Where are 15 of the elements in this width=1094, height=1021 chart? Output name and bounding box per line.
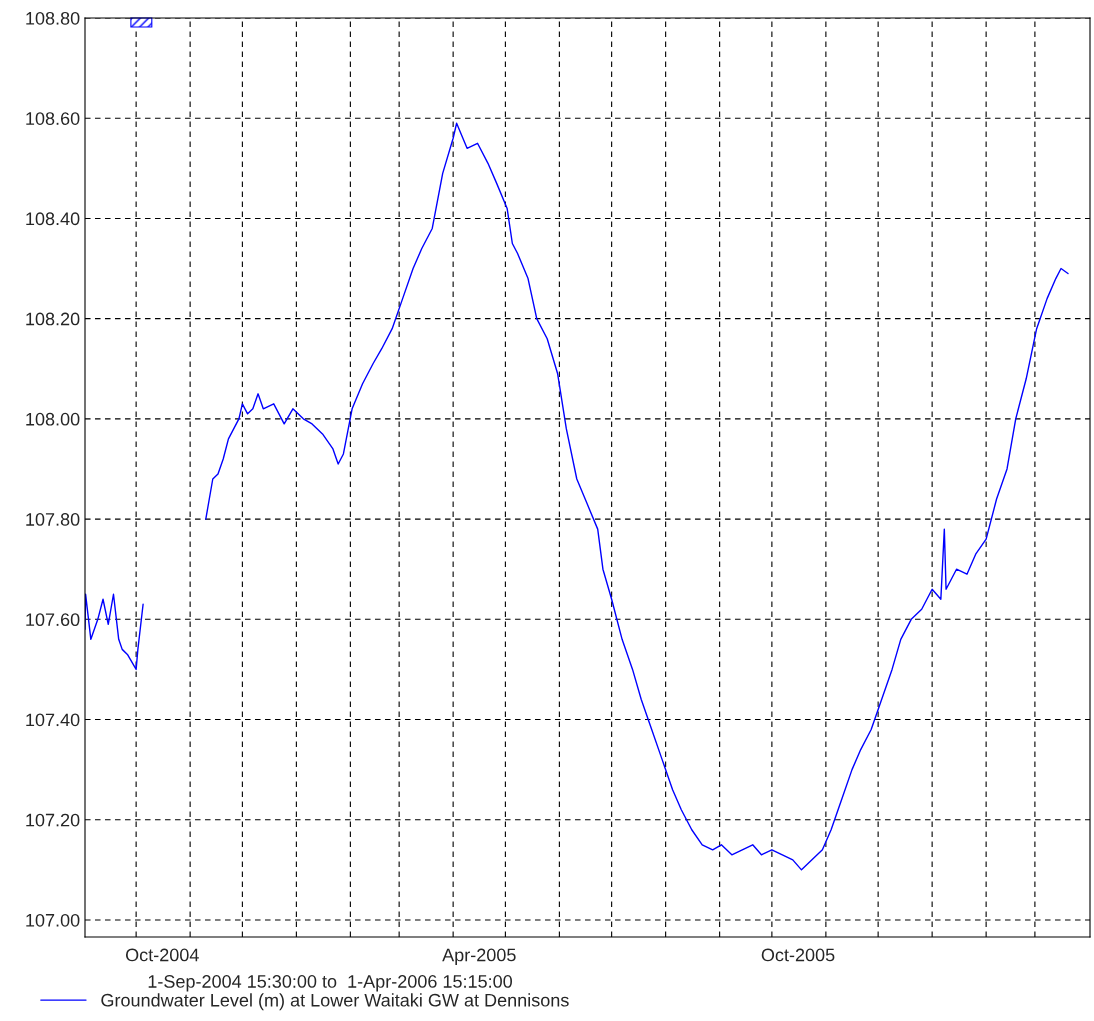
y-tick-label: 107.40 [26, 713, 80, 727]
y-tick-label: 107.00 [26, 913, 80, 927]
y-tick-label: 107.60 [26, 613, 80, 627]
text: 1-Sep-2004 15:30:00 to 1-Apr-2006 15:15:00 [148, 975, 513, 992]
y-tick-label: 107.80 [26, 513, 80, 526]
x-tick-label: Apr-2005 [442, 948, 516, 965]
y-tick-label: 108.80 [26, 11, 80, 25]
y-tick-label: 108.20 [26, 312, 80, 326]
y-tick-label: 108.40 [26, 212, 80, 226]
y-tick-label: 107.20 [26, 813, 80, 827]
x-tick-label: Oct-2004 [125, 948, 199, 962]
legend-label: Groundwater Level (m) at Lower Waitaki GW at Dennisons [101, 993, 569, 1011]
y-tick-label: 108.60 [26, 112, 80, 125]
y-tick-label: 108.00 [26, 412, 80, 426]
x-tick-label: Oct-2005 [761, 948, 835, 962]
